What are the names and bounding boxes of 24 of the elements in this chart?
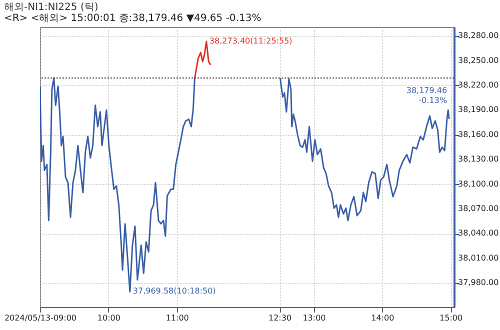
x-tick-label: 15:00 <box>440 314 463 322</box>
y-tick-label: 38,160.00 <box>458 130 499 139</box>
x-tick-label: 13:00 <box>302 314 326 322</box>
x-tick-label: 11:00 <box>166 314 189 322</box>
annotation: 38,273.40(11:25:55) <box>209 36 292 46</box>
y-tick-label: 38,250.00 <box>458 56 499 65</box>
chart-title: 해외-NI1:NI225 (틱) <box>4 2 98 13</box>
y-tick-label: 37,980.00 <box>458 278 499 288</box>
y-tick-label: 38,100.00 <box>458 179 499 188</box>
y-tick-label: 38,070.00 <box>458 204 499 213</box>
y-tick-label: 38,220.00 <box>458 80 499 90</box>
x-tick-label: 14:00 <box>371 314 394 322</box>
y-tick-label: 38,280.00 <box>458 31 499 40</box>
y-tick-label: 38,040.00 <box>458 228 499 238</box>
x-tick-label: 2024/05/13-09:00 <box>4 314 77 322</box>
line-series <box>194 40 212 79</box>
chart-subtitle: <R> <해외> 15:00:01 종:38,179.46 ▼49.65 -0.13% <box>4 13 262 24</box>
x-tick-label: 12:30 <box>268 314 292 322</box>
x-tick-label: 10:00 <box>97 314 120 322</box>
y-tick-label: 38,010.00 <box>458 253 499 262</box>
y-tick-label: 38,130.00 <box>458 154 499 164</box>
annotation: 37,969.58(10:18:50) <box>132 286 216 296</box>
annotation: 38,179.46 -0.13% <box>406 86 448 105</box>
y-tick-label: 38,190.00 <box>458 105 499 114</box>
